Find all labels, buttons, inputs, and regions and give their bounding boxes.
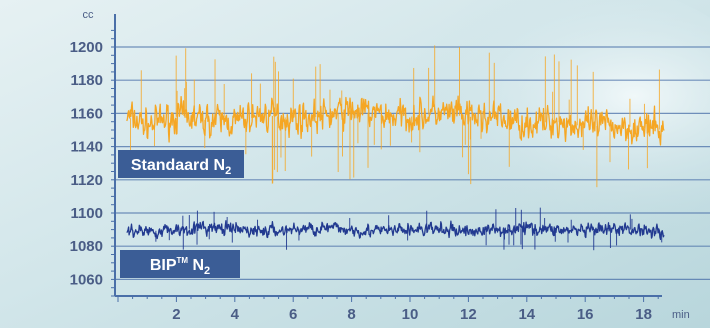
series-label-text: BIPTM N2 [150,256,210,277]
y-axis-unit: cc [83,9,95,21]
x-tick-label: 14 [518,306,535,323]
series-label-box [120,250,240,278]
x-tick-label: 12 [460,306,477,323]
y-tick-label: 1080 [70,238,103,255]
series-line [126,220,665,241]
series-standaard [126,45,665,188]
y-tick-label: 1160 [70,105,103,122]
x-tick-label: 10 [402,306,419,323]
series-label-main: Standaard N [131,157,225,174]
y-tick-label: 1140 [70,139,103,156]
axes: 1200 1180 1160 1140 1120 1100 1080 1060 2 4 6 8 10 12… [70,9,690,323]
series-label-box [118,150,244,178]
y-tick-label: 1120 [70,172,103,189]
series-label-sub: 2 [204,265,210,277]
x-tick-label: 6 [289,306,297,323]
x-tick-label: 18 [635,306,652,323]
series-label-sub: 2 [225,165,231,177]
x-tick-label: 8 [347,306,355,323]
y-tick-label: 1100 [70,205,103,222]
series-label-standaard: Standaard N2 [118,150,244,178]
series-bip [126,207,665,251]
series-line [126,95,665,146]
y-tick-label: 1200 [70,39,103,56]
series-label-sup: TM [176,256,188,265]
series-lines [126,45,665,251]
x-axis-unit: min [672,309,690,321]
series-label-main2: N [188,257,204,274]
series-label-main: BIP [150,257,177,274]
series-label-text: Standaard N2 [131,157,231,177]
x-tick-label: 4 [231,306,240,323]
x-tick-label: 2 [172,306,180,323]
background-sheen [260,0,710,270]
y-tick-label: 1060 [70,271,103,288]
series-label-bip: BIPTM N2 [120,250,240,278]
x-tick-label: 16 [577,306,594,323]
y-tick-label: 1180 [70,72,103,89]
